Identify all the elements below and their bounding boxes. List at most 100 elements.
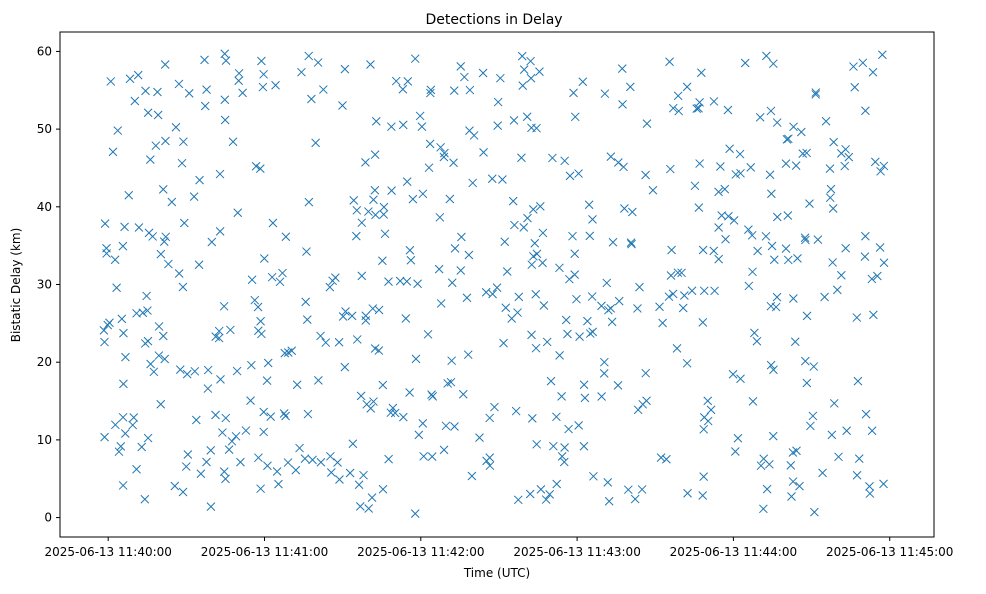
x-tick-label: 2025-06-13 11:44:00 xyxy=(670,545,797,559)
data-point xyxy=(354,480,364,490)
data-point xyxy=(178,282,188,292)
data-point xyxy=(410,509,420,519)
data-point xyxy=(627,239,636,249)
data-point xyxy=(869,310,878,320)
data-point xyxy=(384,454,393,464)
data-point xyxy=(625,82,635,92)
data-point xyxy=(746,163,756,172)
data-point xyxy=(194,260,204,270)
data-point xyxy=(463,350,473,360)
data-point xyxy=(682,358,692,368)
data-point xyxy=(182,369,192,379)
data-point xyxy=(125,74,135,84)
data-point xyxy=(220,115,230,125)
data-point xyxy=(134,223,144,232)
data-point xyxy=(493,97,503,107)
data-point xyxy=(206,502,216,512)
data-point xyxy=(828,258,837,267)
data-point xyxy=(852,470,862,480)
data-point xyxy=(449,158,458,168)
data-point xyxy=(196,469,206,479)
data-point xyxy=(492,283,502,292)
data-point xyxy=(200,101,210,111)
data-point xyxy=(513,495,523,505)
data-point xyxy=(351,231,361,241)
data-point xyxy=(379,210,389,219)
data-point xyxy=(614,296,624,306)
data-point xyxy=(370,150,380,159)
data-point xyxy=(335,475,344,484)
data-point xyxy=(865,489,875,498)
data-point xyxy=(418,419,428,428)
data-point xyxy=(132,464,141,474)
data-point xyxy=(620,204,629,213)
data-point xyxy=(695,159,704,168)
data-point xyxy=(398,120,408,130)
data-point xyxy=(219,301,229,311)
data-point xyxy=(142,291,151,301)
data-point xyxy=(607,317,617,327)
data-point xyxy=(698,317,708,327)
data-point xyxy=(141,86,150,96)
data-point xyxy=(411,354,421,364)
data-point xyxy=(303,409,313,419)
data-point xyxy=(118,412,128,422)
data-point xyxy=(570,112,580,122)
data-point xyxy=(849,62,858,71)
data-point xyxy=(570,270,580,279)
data-point xyxy=(129,413,139,422)
data-point xyxy=(495,73,505,83)
data-point xyxy=(301,297,311,307)
data-point xyxy=(728,369,738,379)
data-point xyxy=(721,234,730,244)
data-point xyxy=(236,457,245,467)
data-point xyxy=(253,302,263,312)
data-point xyxy=(368,304,378,313)
data-point xyxy=(274,479,283,489)
data-point xyxy=(467,471,477,481)
data-point xyxy=(552,412,561,422)
data-point xyxy=(487,174,497,184)
data-point xyxy=(710,286,719,296)
data-point xyxy=(307,94,316,104)
data-point xyxy=(498,175,507,184)
data-point xyxy=(398,412,408,422)
data-point xyxy=(338,312,348,321)
data-point xyxy=(536,485,546,494)
data-point xyxy=(364,504,374,513)
data-point xyxy=(789,122,798,132)
data-point xyxy=(723,105,733,115)
data-point xyxy=(569,88,578,98)
data-point xyxy=(627,207,637,217)
data-point xyxy=(662,454,671,464)
data-point xyxy=(744,225,753,234)
y-tick-label: 40 xyxy=(37,200,52,214)
data-point xyxy=(588,214,597,224)
data-point xyxy=(326,451,335,461)
data-point xyxy=(347,311,357,321)
y-tick-label: 20 xyxy=(37,355,52,369)
data-point xyxy=(153,87,162,97)
data-point xyxy=(387,186,396,195)
y-tick-label: 60 xyxy=(37,44,52,58)
data-point xyxy=(428,392,438,401)
data-point xyxy=(800,233,810,243)
data-point xyxy=(528,205,538,214)
data-point xyxy=(599,369,609,378)
data-point xyxy=(348,439,358,449)
data-point xyxy=(380,229,390,239)
data-point xyxy=(151,141,161,151)
data-point xyxy=(167,197,177,207)
data-point xyxy=(768,59,778,69)
data-point xyxy=(541,495,551,504)
data-point xyxy=(517,51,527,61)
data-point xyxy=(580,393,590,403)
data-point xyxy=(133,70,143,80)
data-point xyxy=(655,302,664,312)
data-point xyxy=(699,424,709,434)
data-point xyxy=(367,493,377,502)
data-point xyxy=(557,392,566,401)
data-point xyxy=(295,443,304,453)
data-point xyxy=(699,472,709,481)
data-point xyxy=(720,184,730,194)
